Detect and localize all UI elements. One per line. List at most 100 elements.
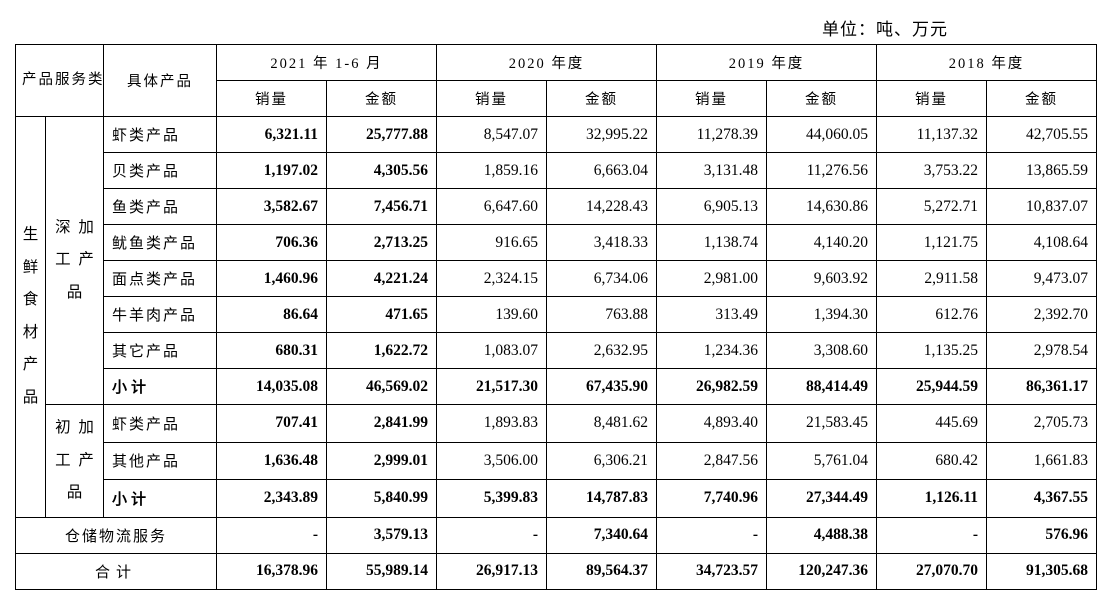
cell: 25,944.59 [877,369,987,405]
cell: 1,622.72 [327,333,437,369]
cell: 680.42 [877,442,987,480]
cell: 2,911.58 [877,261,987,297]
logistics-row: 仓储物流服务-3,579.13-7,340.64-4,488.38-576.96 [16,517,1097,553]
cell: 1,138.74 [657,225,767,261]
cell: - [877,517,987,553]
cell: 11,278.39 [657,117,767,153]
prim-category: 初 加工 产品 [46,405,104,518]
cell: 5,840.99 [327,480,437,518]
cell: 916.65 [437,225,547,261]
cell: 1,083.07 [437,333,547,369]
cell: 14,787.83 [547,480,657,518]
table-row: 面点类产品1,460.964,221.242,324.156,734.062,9… [16,261,1097,297]
cell: 14,630.86 [767,189,877,225]
deep-category: 深 加工 产品 [46,117,104,405]
h-vol-3: 销量 [877,81,987,117]
h-vol-1: 销量 [437,81,547,117]
cell: 16,378.96 [217,553,327,589]
subtotal-row: 小计14,035.0846,569.0221,517.3067,435.9026… [16,369,1097,405]
h-amt-0: 金额 [327,81,437,117]
cell: 4,221.24 [327,261,437,297]
cell: 1,234.36 [657,333,767,369]
cell: 707.41 [217,405,327,443]
cell: 6,321.11 [217,117,327,153]
total-row: 合计16,378.9655,989.1426,917.1389,564.3734… [16,553,1097,589]
cell: 14,035.08 [217,369,327,405]
logistics-label: 仓储物流服务 [16,517,217,553]
cell: 1,636.48 [217,442,327,480]
cell: 1,135.25 [877,333,987,369]
cell: 7,340.64 [547,517,657,553]
cell: 4,893.40 [657,405,767,443]
cell: 91,305.68 [987,553,1097,589]
cell: 2,978.54 [987,333,1097,369]
cell: 13,865.59 [987,153,1097,189]
product-name: 牛羊肉产品 [104,297,217,333]
cell: 46,569.02 [327,369,437,405]
cell: 11,276.56 [767,153,877,189]
table-row: 鱼类产品3,582.677,456.716,647.6014,228.436,9… [16,189,1097,225]
table-row: 鱿鱼类产品706.362,713.25916.653,418.331,138.7… [16,225,1097,261]
cell: 27,070.70 [877,553,987,589]
cell: 2,999.01 [327,442,437,480]
cell: - [217,517,327,553]
cell: 4,367.55 [987,480,1097,518]
cell: 313.49 [657,297,767,333]
big-category: 生鲜食材产品 [16,117,46,518]
cell: 2,841.99 [327,405,437,443]
header-period-3: 2018 年度 [877,45,1097,81]
cell: 32,995.22 [547,117,657,153]
h-vol-0: 销量 [217,81,327,117]
cell: 7,740.96 [657,480,767,518]
cell: 6,663.04 [547,153,657,189]
cell: 3,582.67 [217,189,327,225]
subtotal-row: 小计2,343.895,840.995,399.8314,787.837,740… [16,480,1097,518]
cell: 88,414.49 [767,369,877,405]
cell: 9,603.92 [767,261,877,297]
cell: 42,705.55 [987,117,1097,153]
cell: 2,343.89 [217,480,327,518]
cell: 3,131.48 [657,153,767,189]
cell: 139.60 [437,297,547,333]
cell: 6,647.60 [437,189,547,225]
cell: 25,777.88 [327,117,437,153]
cell: 89,564.37 [547,553,657,589]
table-row: 其它产品680.311,622.721,083.072,632.951,234.… [16,333,1097,369]
header-period-2: 2019 年度 [657,45,877,81]
cell: 680.31 [217,333,327,369]
subtotal-label: 小计 [104,480,217,518]
header-period-0: 2021 年 1-6 月 [217,45,437,81]
product-name: 其他产品 [104,442,217,480]
cell: 21,517.30 [437,369,547,405]
cell: 3,308.60 [767,333,877,369]
cell: 1,126.11 [877,480,987,518]
cell: 11,137.32 [877,117,987,153]
cell: 576.96 [987,517,1097,553]
cell: - [657,517,767,553]
cell: 7,456.71 [327,189,437,225]
table-row: 牛羊肉产品86.64471.65139.60763.88313.491,394.… [16,297,1097,333]
cell: 55,989.14 [327,553,437,589]
total-label: 合计 [16,553,217,589]
cell: 27,344.49 [767,480,877,518]
h-vol-2: 销量 [657,81,767,117]
h-amt-1: 金额 [547,81,657,117]
header-product: 具体产品 [104,45,217,117]
cell: 1,859.16 [437,153,547,189]
cell: 6,905.13 [657,189,767,225]
cell: 1,460.96 [217,261,327,297]
cell: 2,632.95 [547,333,657,369]
product-name: 鱿鱼类产品 [104,225,217,261]
cell: 21,583.45 [767,405,877,443]
cell: 34,723.57 [657,553,767,589]
cell: 763.88 [547,297,657,333]
cell: 1,121.75 [877,225,987,261]
cell: 445.69 [877,405,987,443]
cell: 4,488.38 [767,517,877,553]
product-name: 面点类产品 [104,261,217,297]
cell: 10,837.07 [987,189,1097,225]
cell: 706.36 [217,225,327,261]
product-name: 虾类产品 [104,117,217,153]
cell: 3,579.13 [327,517,437,553]
cell: 8,481.62 [547,405,657,443]
